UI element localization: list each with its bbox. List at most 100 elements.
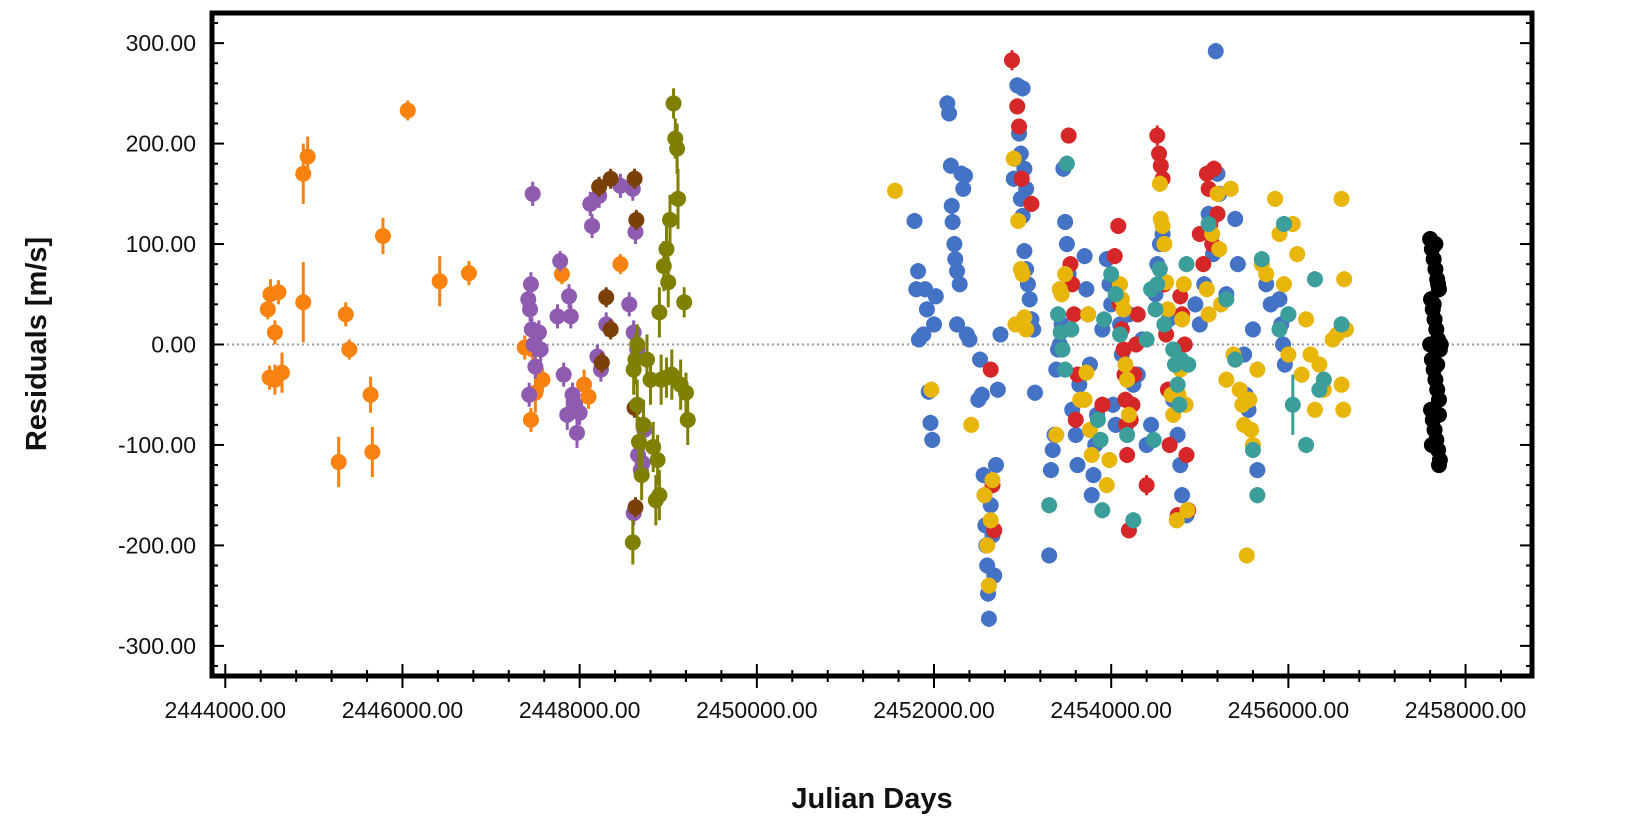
data-point — [374, 228, 391, 245]
data-point — [1013, 170, 1030, 187]
data-point — [584, 217, 601, 234]
data-point — [1249, 462, 1266, 479]
data-point — [364, 443, 381, 460]
data-point — [399, 102, 416, 119]
data-point — [1120, 406, 1137, 423]
data-point — [947, 251, 964, 268]
data-point — [979, 537, 996, 554]
data-point — [337, 306, 354, 323]
data-point — [1083, 447, 1100, 463]
data-point — [1027, 384, 1044, 401]
data-point — [669, 140, 686, 157]
data-point — [1244, 441, 1261, 458]
data-point — [1014, 266, 1031, 283]
data-point — [568, 424, 585, 441]
data-point — [522, 276, 539, 293]
data-point — [1227, 351, 1244, 368]
data-point — [624, 534, 641, 551]
data-point — [1205, 160, 1222, 177]
data-point — [1014, 80, 1031, 97]
data-point — [1171, 396, 1188, 413]
data-point — [1218, 291, 1235, 308]
data-point — [633, 467, 650, 484]
data-point — [973, 386, 990, 403]
data-point — [1048, 426, 1065, 443]
series-8 — [1422, 230, 1449, 474]
data-point — [1195, 256, 1212, 273]
data-point — [1238, 547, 1255, 564]
x-tick-label: 2448000.00 — [519, 697, 641, 723]
data-point — [944, 213, 961, 230]
data-point — [1179, 502, 1196, 519]
data-point — [651, 304, 668, 321]
data-point — [1249, 361, 1266, 378]
data-point — [1053, 286, 1070, 303]
data-point — [1076, 391, 1093, 408]
data-point — [1115, 341, 1132, 358]
data-point — [1023, 195, 1040, 212]
x-tick-label: 2458000.00 — [1405, 697, 1527, 723]
data-point — [1058, 236, 1075, 253]
data-point — [1054, 341, 1071, 358]
data-point — [961, 331, 978, 348]
data-point — [955, 180, 972, 197]
data-point — [460, 265, 477, 282]
data-point — [593, 354, 610, 371]
data-point — [1145, 431, 1162, 448]
data-point — [660, 274, 677, 291]
data-point — [1275, 276, 1292, 293]
data-point — [1119, 426, 1136, 443]
data-point — [1044, 441, 1061, 458]
data-point — [1218, 371, 1235, 388]
data-point — [1425, 296, 1442, 313]
data-point — [1067, 426, 1084, 443]
x-tick-label: 2444000.00 — [165, 697, 287, 723]
data-point — [1106, 248, 1123, 265]
data-point — [1101, 452, 1118, 469]
data-point — [669, 190, 686, 207]
data-point — [638, 351, 655, 368]
data-point — [627, 223, 644, 240]
data-point — [1154, 217, 1171, 234]
data-point — [524, 185, 541, 202]
y-axis-title: Residuals [m/s] — [21, 237, 53, 451]
data-point — [1096, 311, 1113, 328]
series-7 — [1041, 155, 1350, 529]
data-point — [651, 487, 668, 504]
data-point — [1227, 210, 1244, 227]
data-point — [1335, 401, 1352, 418]
data-point — [341, 341, 358, 358]
data-point — [1094, 502, 1111, 519]
data-point — [562, 308, 579, 325]
data-point — [887, 182, 904, 199]
data-point — [1085, 467, 1102, 484]
data-point — [1042, 462, 1059, 479]
data-point — [626, 170, 643, 187]
data-point — [1156, 316, 1173, 333]
data-point — [1078, 364, 1095, 381]
data-point — [621, 296, 638, 313]
data-point — [1010, 212, 1027, 229]
data-point — [1003, 52, 1020, 69]
data-point — [989, 381, 1006, 398]
data-point — [1147, 301, 1164, 318]
data-point — [1241, 391, 1258, 408]
data-point — [1430, 276, 1447, 293]
data-point — [665, 95, 682, 112]
y-tick-label: -100.00 — [118, 432, 196, 458]
data-point — [1267, 190, 1284, 207]
data-point — [1138, 331, 1155, 348]
data-point — [1306, 401, 1323, 418]
x-tick-label: 2454000.00 — [1050, 697, 1172, 723]
data-point — [1050, 306, 1067, 323]
axes-layer: 2444000.00 2446000.00 2448000.00 2450000.00… — [118, 10, 1535, 723]
data-point — [635, 416, 652, 433]
data-point — [1151, 261, 1168, 278]
data-point — [963, 416, 980, 433]
data-point — [1009, 98, 1026, 115]
data-point — [1067, 411, 1084, 428]
data-point — [1200, 215, 1217, 232]
data-point — [1427, 236, 1444, 253]
data-point — [1200, 306, 1217, 323]
